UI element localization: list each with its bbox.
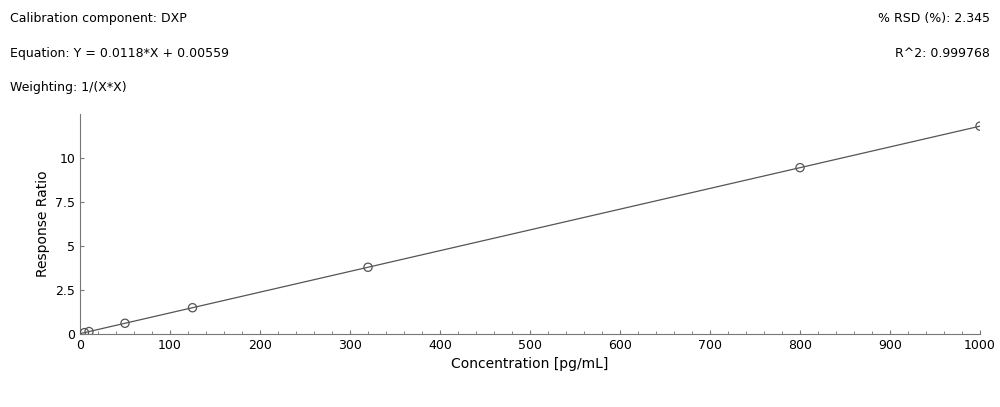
- Point: [117, 320, 133, 326]
- Text: Equation: Y = 0.0118*X + 0.00559: Equation: Y = 0.0118*X + 0.00559: [10, 47, 229, 60]
- Point: [792, 164, 808, 171]
- Text: % RSD (%): 2.345: % RSD (%): 2.345: [878, 12, 990, 25]
- X-axis label: Concentration [pg/mL]: Concentration [pg/mL]: [451, 357, 609, 371]
- Text: Calibration component: DXP: Calibration component: DXP: [10, 12, 187, 25]
- Text: R^2: 0.999768: R^2: 0.999768: [895, 47, 990, 60]
- Point: [360, 264, 376, 271]
- Point: [77, 329, 92, 336]
- Point: [972, 123, 988, 129]
- Point: [81, 328, 97, 335]
- Y-axis label: Response Ratio: Response Ratio: [36, 171, 50, 277]
- Text: Weighting: 1/(X*X): Weighting: 1/(X*X): [10, 81, 127, 94]
- Point: [184, 304, 200, 311]
